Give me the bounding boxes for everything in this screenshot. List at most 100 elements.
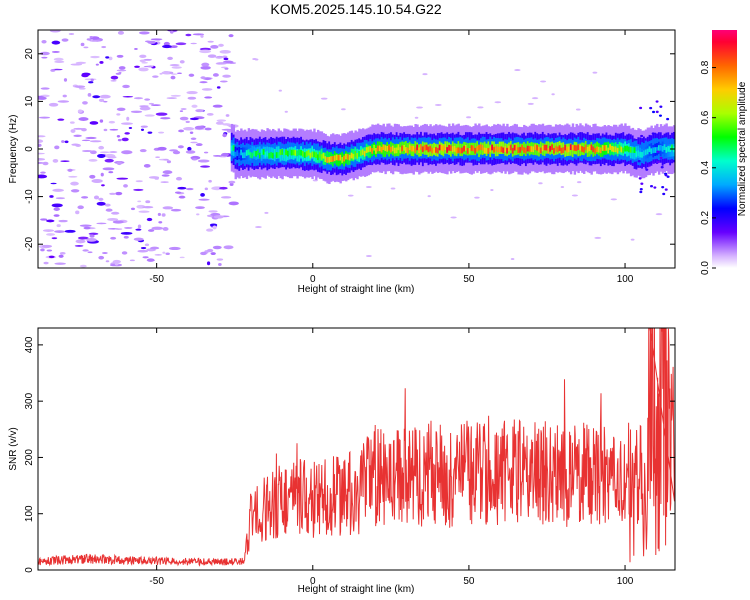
noise-blob (54, 60, 65, 63)
noise-blob (170, 45, 178, 49)
noise-blob (161, 174, 170, 177)
signal-cell (560, 147, 563, 154)
noise-blob (146, 217, 153, 222)
noise-blob (215, 56, 223, 59)
noise-blob (38, 143, 42, 148)
noise-blob (187, 146, 192, 151)
noise-blob (155, 112, 168, 116)
noise-blob (216, 258, 224, 261)
noise-blob (175, 176, 183, 181)
noise-blob (99, 119, 104, 123)
signal-cell (476, 146, 479, 152)
noise-blob (77, 109, 83, 113)
noise-blob (104, 203, 111, 207)
signal-cell (524, 147, 528, 154)
noise-blob (200, 251, 207, 256)
signal-cell (496, 146, 500, 153)
noise-blob (189, 117, 199, 121)
y-tick-label: 20 (24, 48, 35, 60)
noise-blob (74, 85, 86, 88)
noise-blob (141, 61, 148, 64)
signal-cell (320, 154, 324, 160)
noise-blob (169, 71, 174, 74)
signal-cell (236, 150, 239, 157)
noise-blob (63, 78, 68, 82)
signal-cell (423, 144, 427, 151)
signal-cell (395, 147, 399, 154)
noise-blob (168, 246, 181, 251)
noise-blob (135, 180, 143, 183)
signal-cell (296, 150, 299, 157)
noise-blob (592, 71, 598, 74)
signal-cell (659, 144, 663, 151)
noise-blob (40, 218, 48, 221)
signal-cell (376, 145, 380, 152)
noise-blob (178, 195, 186, 199)
noise-blob (198, 198, 210, 201)
noise-blob (110, 79, 117, 82)
noise-blob (49, 30, 61, 33)
noise-blob (122, 84, 130, 89)
spectrogram-x-ticks: -50 0 50 100 (149, 30, 634, 285)
noise-blob (88, 81, 94, 84)
noise-blob (229, 182, 234, 186)
noise-blob (228, 34, 234, 38)
noise-blob (88, 159, 98, 162)
noise-blob (124, 132, 130, 135)
noise-blob (38, 174, 48, 179)
signal-cell (536, 145, 539, 151)
noise-blob (450, 216, 457, 219)
signal-cell (360, 150, 363, 156)
signal-cell (564, 144, 567, 157)
colorbar-tick-label: 0.0 (700, 261, 711, 275)
signal-cell (375, 148, 378, 154)
noise-blob (39, 51, 50, 56)
noise-blob (50, 182, 57, 185)
noise-blob (75, 239, 86, 244)
noise-blob (81, 149, 93, 153)
signal-cell (354, 150, 357, 157)
noise-blob (216, 86, 221, 89)
noise-blob (120, 232, 133, 235)
noise-blob (150, 38, 163, 41)
noise-blob (347, 194, 354, 197)
noise-blob (365, 185, 372, 188)
signal-cell (564, 144, 567, 151)
noise-blob (73, 134, 82, 138)
signal-cell (283, 152, 286, 158)
noise-blob (219, 80, 228, 83)
colorbar-tick-label: 0.2 (700, 211, 711, 225)
noise-blob (115, 191, 123, 196)
noise-blob (170, 208, 182, 212)
snr-frame (37, 327, 676, 571)
noise-blob (167, 56, 173, 60)
colorbar-tick-label: 0.4 (700, 160, 711, 174)
noise-blob (81, 73, 89, 78)
noise-blob (93, 195, 100, 200)
noise-blob (144, 243, 150, 247)
signal-cell (245, 150, 249, 156)
noise-blob (531, 97, 539, 100)
noise-blob (118, 66, 126, 70)
noise-blob (129, 259, 135, 262)
noise-blob (116, 161, 122, 166)
y-tick-label: 200 (24, 449, 35, 466)
noise-blob (112, 220, 124, 224)
signal-cell (352, 153, 355, 160)
noise-blob (52, 158, 59, 163)
noise-blob (206, 261, 211, 266)
noise-blob (576, 181, 582, 184)
noise-blob (162, 44, 172, 49)
signal-cell (260, 149, 264, 156)
noise-blob (73, 127, 84, 130)
colorbar: 0.0 0.2 0.4 0.6 0.8 Normalized spectral ampl… (700, 30, 748, 275)
noise-blob (82, 249, 89, 252)
noise-blob (99, 151, 110, 154)
signal-cell (479, 144, 483, 151)
signal-cell (363, 150, 367, 157)
signal-cell (418, 147, 421, 154)
signal-cell (478, 144, 481, 151)
noise-blob (650, 185, 654, 188)
noise-blob (225, 114, 230, 117)
signal-cell (611, 145, 614, 152)
